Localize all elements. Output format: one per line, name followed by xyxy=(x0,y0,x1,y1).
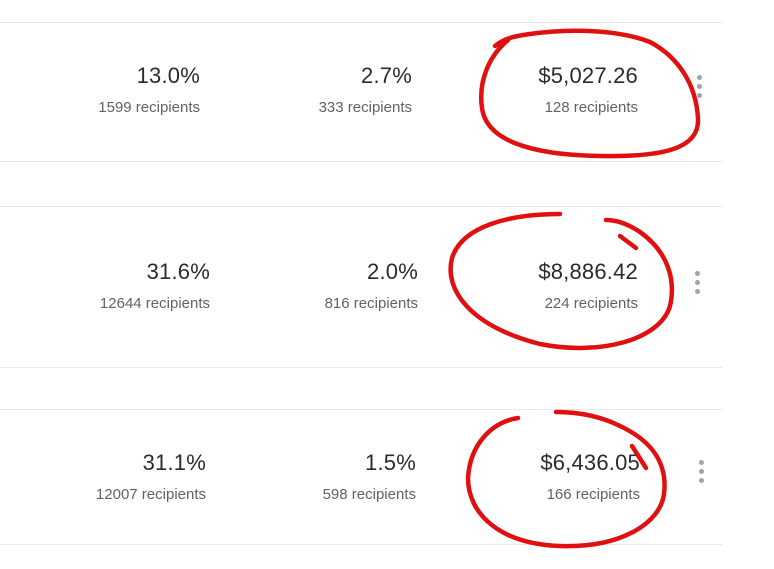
revenue-recipients: 128 recipients xyxy=(544,99,638,116)
revenue-recipients: 224 recipients xyxy=(544,295,638,312)
kebab-vertical-icon[interactable] xyxy=(692,75,706,105)
open-rate-value: 31.6% xyxy=(146,259,210,284)
click-rate-cell: 2.7% 333 recipients xyxy=(232,63,412,118)
revenue-recipients: 166 recipients xyxy=(546,486,640,503)
revenue-value: $8,886.42 xyxy=(538,259,638,284)
revenue-cell: $5,027.26 128 recipients xyxy=(458,63,638,118)
table-row: 31.6% 12644 recipients 2.0% 816 recipien… xyxy=(0,206,722,368)
click-rate-cell: 1.5% 598 recipients xyxy=(236,450,416,505)
kebab-vertical-icon[interactable] xyxy=(694,460,708,490)
open-rate-value: 13.0% xyxy=(136,63,200,88)
open-rate-cell: 13.0% 1599 recipients xyxy=(0,63,200,118)
click-rate-cell: 2.0% 816 recipients xyxy=(238,259,418,314)
click-rate-value: 2.7% xyxy=(361,63,412,88)
click-rate-recipients: 598 recipients xyxy=(322,486,416,503)
open-rate-recipients: 12644 recipients xyxy=(99,295,210,312)
click-rate-recipients: 816 recipients xyxy=(324,295,418,312)
click-rate-value: 2.0% xyxy=(367,259,418,284)
revenue-value: $6,436.05 xyxy=(540,450,640,475)
kebab-vertical-icon[interactable] xyxy=(690,271,704,301)
revenue-cell: $6,436.05 166 recipients xyxy=(460,450,640,505)
revenue-cell: $8,886.42 224 recipients xyxy=(458,259,638,314)
table-row: 31.1% 12007 recipients 1.5% 598 recipien… xyxy=(0,409,722,545)
open-rate-cell: 31.1% 12007 recipients xyxy=(6,450,206,505)
open-rate-value: 31.1% xyxy=(142,450,206,475)
revenue-value: $5,027.26 xyxy=(538,63,638,88)
click-rate-recipients: 333 recipients xyxy=(318,99,412,116)
click-rate-value: 1.5% xyxy=(365,450,416,475)
open-rate-cell: 31.6% 12644 recipients xyxy=(10,259,210,314)
open-rate-recipients: 12007 recipients xyxy=(95,486,206,503)
table-row: 13.0% 1599 recipients 2.7% 333 recipient… xyxy=(0,22,722,162)
open-rate-recipients: 1599 recipients xyxy=(98,99,200,116)
